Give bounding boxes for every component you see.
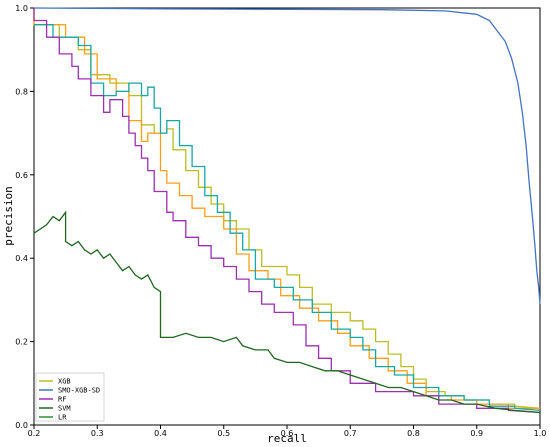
y-tick-label: 0.0 (15, 421, 28, 430)
series-line-1 (33, 7, 541, 305)
y-tick-label: 1.0 (15, 4, 28, 13)
series-line-5 (33, 210, 541, 414)
y-tick-label: 0.2 (15, 338, 28, 347)
x-tick-label: 0.4 (154, 429, 167, 438)
legend-label: XGB (58, 378, 71, 386)
x-tick-label: 0.3 (91, 429, 104, 438)
legend-label: SMO-XGB-SD (58, 387, 100, 395)
series-layer (33, 7, 541, 414)
legend-label: RF (58, 396, 66, 404)
x-tick-label: 0.6 (281, 429, 294, 438)
legend-label: SVM (58, 405, 71, 413)
x-axis-ticks: 0.2 0.3 0.4 0.5 0.6 0.7 0.8 0.9 1.0 (28, 425, 547, 438)
x-tick-label: 0.8 (407, 429, 420, 438)
y-tick-label: 0.6 (15, 171, 28, 180)
x-tick-label: 1.0 (534, 429, 547, 438)
x-axis-label: recall (267, 432, 307, 445)
x-tick-label: 0.2 (28, 429, 41, 438)
x-tick-label: 0.9 (470, 429, 483, 438)
series-line-3 (34, 24, 541, 412)
plot-frame (33, 7, 541, 426)
y-tick-label: 0.8 (15, 87, 28, 96)
series-line-4 (33, 8, 541, 414)
x-tick-label: 0.5 (217, 429, 230, 438)
y-tick-label: 0.4 (15, 254, 28, 263)
y-axis-ticks: 0.0 0.2 0.4 0.6 0.8 1.0 (15, 4, 34, 430)
x-tick-label: 0.7 (344, 429, 357, 438)
legend-label: LR (58, 414, 67, 422)
y-axis-label: precision (2, 186, 15, 246)
